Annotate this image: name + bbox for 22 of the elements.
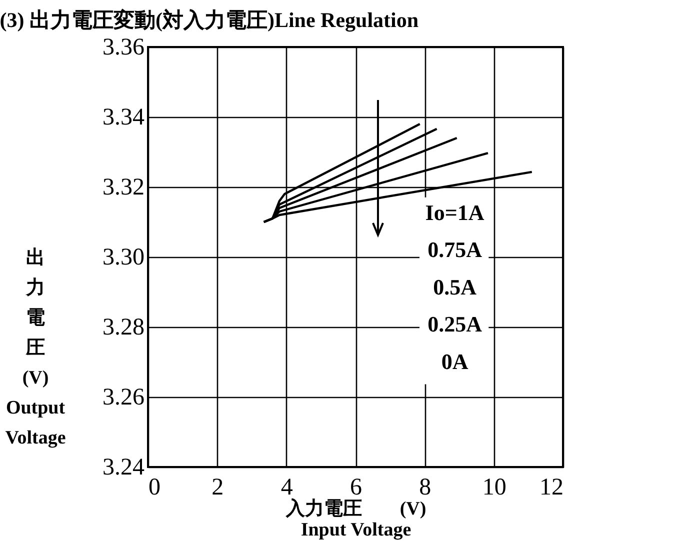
annotation: 0A (441, 348, 468, 374)
y-tick-label: 3.30 (102, 244, 144, 270)
x-tick-label: 10 (482, 474, 506, 500)
y-tick-label: 3.28 (102, 314, 144, 340)
y-tick-label: 3.24 (102, 454, 144, 480)
annotation: 0.75A (428, 237, 482, 262)
annotation: 0.5A (433, 274, 477, 300)
x-tick-label: 12 (540, 474, 564, 500)
annotation: Io=1A (425, 200, 484, 225)
y-tick-label: 3.26 (102, 384, 144, 410)
y-tick-label: 3.34 (102, 104, 144, 130)
x-tick-label: 2 (212, 474, 224, 500)
x-tick-label: 6 (350, 474, 362, 500)
x-tick-label: 8 (419, 474, 432, 500)
x-axis-title: 入力電圧 (V) Input Voltage (284, 498, 426, 540)
y-tick-label: 3.32 (102, 174, 144, 200)
y-tick-label: 3.36 (102, 34, 144, 60)
y-axis-title: 出力電圧 (V) Output Voltage (5, 246, 66, 448)
x-tick-label: 0 (148, 474, 160, 500)
chart-title: (3) 出力電圧変動(対入力電圧)Line Regulation (0, 8, 419, 32)
annotation: 0.25A (428, 312, 482, 337)
x-tick-label: 4 (280, 474, 293, 500)
